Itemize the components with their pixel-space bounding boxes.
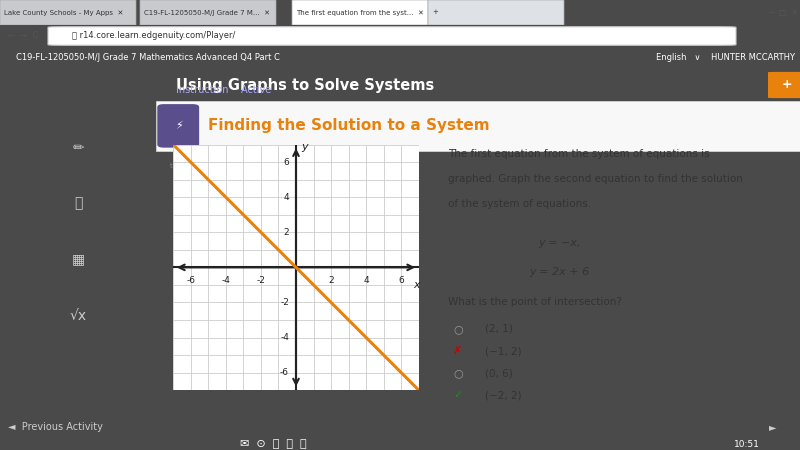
Text: ►: ► xyxy=(769,422,776,432)
FancyBboxPatch shape xyxy=(48,27,736,45)
Text: ▦: ▦ xyxy=(71,252,85,266)
Text: Instruction    Active: Instruction Active xyxy=(176,85,271,95)
Text: 10:51: 10:51 xyxy=(734,440,760,449)
Text: ⚡: ⚡ xyxy=(174,121,182,131)
Text: English   ∨    HUNTER MCCARTHY: English ∨ HUNTER MCCARTHY xyxy=(656,54,795,63)
Text: -2: -2 xyxy=(257,276,266,285)
Text: -6: -6 xyxy=(280,368,289,377)
Text: (2, 1): (2, 1) xyxy=(485,324,513,334)
Text: 4: 4 xyxy=(283,193,289,202)
Bar xyxy=(156,101,800,151)
Text: C19-FL-1205050-M/J Grade 7 M...  ✕: C19-FL-1205050-M/J Grade 7 M... ✕ xyxy=(144,9,270,15)
Text: -6: -6 xyxy=(186,276,195,285)
Text: y: y xyxy=(302,142,308,152)
Text: try it: try it xyxy=(170,163,187,169)
FancyBboxPatch shape xyxy=(768,72,800,98)
Text: ─  □  ✕: ─ □ ✕ xyxy=(768,8,798,17)
Text: y = −x,: y = −x, xyxy=(538,238,581,248)
Text: ○: ○ xyxy=(453,368,462,378)
Text: (−2, 2): (−2, 2) xyxy=(485,390,522,400)
Text: 6: 6 xyxy=(398,276,404,285)
Text: -4: -4 xyxy=(280,333,289,342)
Text: The first equation from the syst...  ✕: The first equation from the syst... ✕ xyxy=(296,9,424,15)
Text: Finding the Solution to a System: Finding the Solution to a System xyxy=(207,118,489,133)
Text: 2: 2 xyxy=(283,228,289,237)
Text: 🎧: 🎧 xyxy=(74,197,82,211)
Text: x: x xyxy=(414,279,421,290)
Text: ○: ○ xyxy=(453,324,462,334)
Text: 🔒 r14.core.learn.edgenuity.com/Player/: 🔒 r14.core.learn.edgenuity.com/Player/ xyxy=(72,32,235,40)
Text: Using Graphs to Solve Systems: Using Graphs to Solve Systems xyxy=(176,78,434,93)
Text: 4: 4 xyxy=(363,276,369,285)
Text: √x: √x xyxy=(70,309,86,323)
Text: ✏: ✏ xyxy=(72,141,84,155)
FancyBboxPatch shape xyxy=(0,0,136,25)
FancyBboxPatch shape xyxy=(428,0,564,25)
Text: What is the point of intersection?: What is the point of intersection? xyxy=(448,297,622,307)
Text: -2: -2 xyxy=(280,298,289,307)
Text: +: + xyxy=(432,9,438,15)
Text: 6: 6 xyxy=(283,158,289,166)
Text: ✗: ✗ xyxy=(453,346,462,356)
Text: Lake County Schools - My Apps  ✕: Lake County Schools - My Apps ✕ xyxy=(4,9,123,15)
Text: (−1, 2): (−1, 2) xyxy=(485,346,522,356)
Text: -4: -4 xyxy=(222,276,230,285)
Text: ✓: ✓ xyxy=(453,390,462,400)
Text: +: + xyxy=(782,78,793,91)
FancyBboxPatch shape xyxy=(292,0,428,25)
Text: of the system of equations.: of the system of equations. xyxy=(448,198,591,209)
Text: ✉  ⊙  📋  🎵  📁: ✉ ⊙ 📋 🎵 📁 xyxy=(240,439,306,449)
Text: ◄  Previous Activity: ◄ Previous Activity xyxy=(8,422,103,432)
Text: graphed. Graph the second equation to find the solution: graphed. Graph the second equation to fi… xyxy=(448,174,743,184)
FancyBboxPatch shape xyxy=(158,104,199,148)
FancyBboxPatch shape xyxy=(140,0,276,25)
Text: The first equation from the system of equations is: The first equation from the system of eq… xyxy=(448,149,710,159)
Text: ←  →  C: ← → C xyxy=(8,32,38,40)
Text: y = 2x + 6: y = 2x + 6 xyxy=(530,267,590,277)
Text: C19-FL-1205050-M/J Grade 7 Mathematics Advanced Q4 Part C: C19-FL-1205050-M/J Grade 7 Mathematics A… xyxy=(16,54,280,63)
Text: (0, 6): (0, 6) xyxy=(485,368,513,378)
Text: 2: 2 xyxy=(328,276,334,285)
